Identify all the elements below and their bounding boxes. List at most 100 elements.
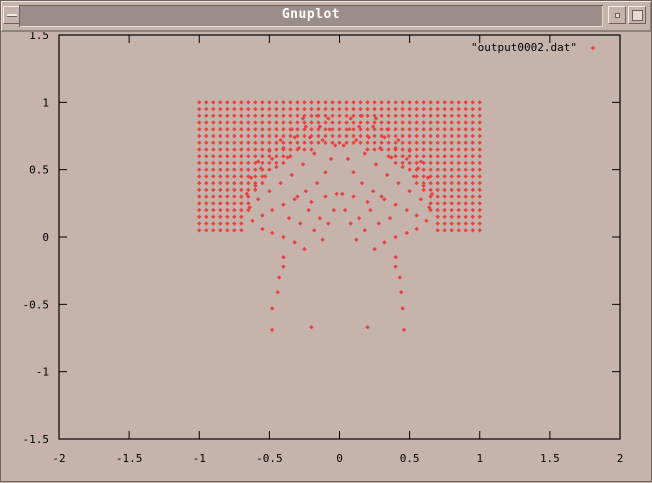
- data-point: [449, 133, 454, 139]
- data-point: [253, 120, 258, 125]
- data-point: [384, 127, 390, 132]
- minimize-button[interactable]: [608, 6, 626, 24]
- data-point: [204, 154, 209, 159]
- window-title: Gnuplot: [281, 7, 341, 22]
- data-point: [288, 106, 293, 112]
- data-point: [470, 120, 475, 125]
- data-point: [309, 127, 314, 132]
- data-point: [239, 201, 244, 206]
- data-point: [442, 187, 447, 193]
- data-point: [218, 147, 223, 152]
- data-point: [312, 228, 317, 233]
- data-point: [281, 140, 286, 145]
- data-point: [414, 140, 419, 145]
- y-tick-label: -0.5: [23, 298, 50, 311]
- data-point: [449, 207, 454, 213]
- data-point: [358, 140, 363, 145]
- data-point: [421, 113, 426, 118]
- data-point: [463, 133, 468, 139]
- data-point: [358, 106, 363, 112]
- data-point: [232, 194, 237, 199]
- data-point: [449, 214, 454, 219]
- data-point: [197, 180, 202, 186]
- x-tick-label: 1.5: [540, 452, 560, 465]
- data-point: [239, 194, 244, 199]
- data-point: [421, 147, 426, 152]
- data-point: [255, 159, 261, 164]
- data-point: [260, 120, 265, 125]
- data-point: [470, 160, 475, 166]
- data-point: [211, 133, 216, 139]
- data-point: [400, 133, 405, 139]
- data-point: [232, 201, 237, 206]
- y-tick-label: 0: [42, 231, 49, 244]
- data-point: [379, 127, 384, 132]
- data-point: [449, 106, 454, 112]
- data-point: [387, 215, 393, 221]
- data-point: [477, 133, 482, 139]
- data-point: [281, 202, 286, 207]
- data-point: [370, 189, 376, 194]
- data-point: [320, 137, 325, 143]
- data-point: [333, 143, 338, 148]
- data-point: [288, 120, 293, 125]
- data-point: [330, 133, 335, 139]
- data-point: [267, 154, 272, 159]
- data-point: [442, 201, 447, 206]
- data-point: [225, 154, 230, 159]
- data-point: [470, 180, 475, 186]
- data-point: [428, 140, 433, 145]
- data-point: [442, 228, 447, 233]
- maximize-button[interactable]: [628, 6, 646, 24]
- data-point: [470, 154, 475, 159]
- data-point: [424, 218, 429, 224]
- data-point: [267, 100, 272, 105]
- data-point: [400, 164, 405, 170]
- data-point: [197, 201, 202, 206]
- data-point: [470, 207, 475, 213]
- data-point: [274, 133, 279, 139]
- data-point: [386, 106, 391, 112]
- data-point: [246, 106, 251, 112]
- data-point: [400, 113, 405, 118]
- data-point: [269, 230, 275, 236]
- title-area[interactable]: Gnuplot: [19, 5, 603, 27]
- data-point: [302, 106, 307, 112]
- data-point: [477, 140, 482, 145]
- data-point: [435, 133, 440, 139]
- data-point: [373, 116, 379, 121]
- data-point: [211, 106, 216, 112]
- data-point: [232, 167, 237, 172]
- data-point: [442, 113, 447, 118]
- data-point: [351, 120, 356, 125]
- data-point: [225, 113, 230, 118]
- data-point: [442, 207, 447, 213]
- data-point: [386, 113, 391, 118]
- data-point: [372, 147, 377, 152]
- data-point: [393, 255, 398, 260]
- data-point: [435, 167, 440, 172]
- data-point: [274, 120, 279, 125]
- data-point: [260, 160, 265, 166]
- x-tick-label: -1.5: [116, 452, 143, 465]
- data-point: [407, 160, 412, 166]
- data-point: [449, 147, 454, 152]
- data-point: [435, 154, 440, 159]
- data-point: [225, 214, 230, 219]
- data-point: [351, 127, 356, 132]
- data-point: [286, 215, 292, 221]
- data-point: [197, 214, 202, 219]
- data-point: [425, 175, 431, 180]
- data-point: [442, 214, 447, 219]
- data-point: [323, 100, 328, 105]
- data-point: [232, 140, 237, 145]
- data-point: [323, 127, 328, 132]
- data-point: [400, 147, 405, 152]
- data-point: [276, 275, 282, 280]
- data-point: [295, 140, 300, 145]
- y-tick-label: 1.5: [29, 32, 49, 42]
- title-bar[interactable]: Gnuplot: [1, 1, 651, 32]
- data-point: [463, 140, 468, 145]
- data-point: [330, 113, 335, 118]
- data-point: [463, 228, 468, 233]
